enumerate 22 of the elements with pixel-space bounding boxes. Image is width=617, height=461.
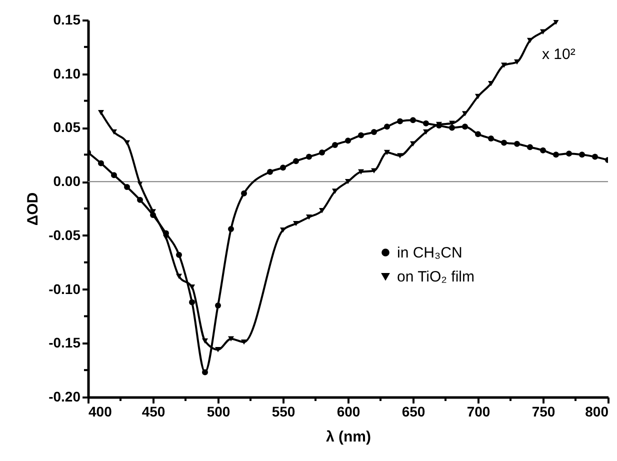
- x-axis-title: λ (nm): [326, 428, 372, 446]
- y-tick-label: 0.05: [53, 119, 81, 136]
- y-tick-label: -0.10: [48, 280, 81, 297]
- x-tick-label: 650: [402, 404, 426, 420]
- y-tick-label: 0.10: [53, 65, 81, 82]
- y-axis-title: ΔOD: [24, 192, 42, 226]
- x-tick-label: 600: [336, 404, 360, 420]
- annotation: x 10²: [542, 46, 576, 63]
- y-tick-label: -0.20: [48, 388, 81, 404]
- x-tick-label: 800: [585, 404, 609, 420]
- legend-label: on TiO₂ film: [397, 268, 475, 286]
- x-tick-label: 550: [272, 404, 296, 420]
- y-tick-label: 0.15: [53, 12, 81, 28]
- y-tick-label: 0.00: [53, 173, 81, 190]
- y-tick-label: -0.05: [48, 226, 81, 243]
- x-tick-label: 450: [142, 404, 166, 420]
- x-tick-label: 500: [206, 404, 230, 420]
- legend-label: in CH₃CN: [397, 244, 462, 262]
- x-tick-label: 700: [466, 404, 490, 420]
- x-tick-label: 400: [88, 404, 112, 420]
- y-tick-label: -0.15: [48, 334, 81, 351]
- x-tick-label: 750: [532, 404, 556, 420]
